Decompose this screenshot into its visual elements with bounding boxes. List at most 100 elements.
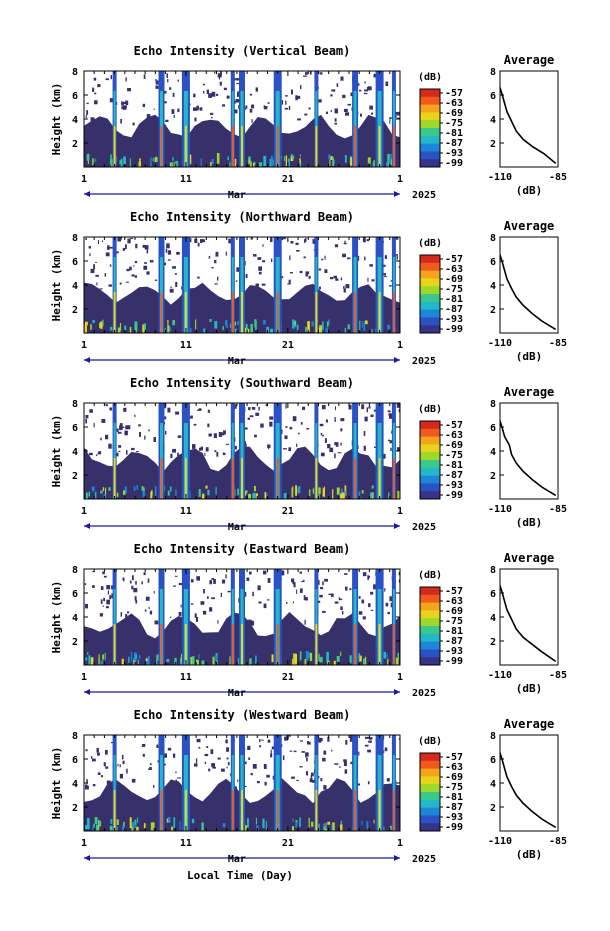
plume-core <box>241 292 243 333</box>
echo-speck <box>200 446 203 451</box>
echo-speck <box>270 237 273 243</box>
echo-speck <box>103 762 106 767</box>
low-layer-echo <box>167 817 171 822</box>
low-layer-echo <box>234 328 237 333</box>
echo-speck <box>101 119 104 123</box>
echo-speck <box>225 443 229 445</box>
colorbar-tick-label: -63 <box>445 596 463 607</box>
y-tick-label: 4 <box>72 115 78 126</box>
low-layer-echo <box>397 491 400 499</box>
echo-speck <box>312 780 316 783</box>
echo-speck <box>163 753 167 758</box>
average-plot-area <box>500 583 557 663</box>
colorbar-tick-label: -93 <box>445 148 463 159</box>
echo-speck <box>398 579 400 583</box>
echo-speck <box>194 613 197 618</box>
echo-speck <box>293 583 296 588</box>
low-layer-echo <box>340 488 343 497</box>
echo-speck <box>329 277 334 280</box>
echo-speck <box>109 246 114 249</box>
echo-speck <box>348 404 352 410</box>
colorbar-tick-label: -63 <box>445 264 463 275</box>
low-layer-echo <box>150 822 154 831</box>
colorbar-segment <box>420 143 440 152</box>
echo-speck <box>369 737 373 740</box>
low-layer-echo <box>94 491 97 499</box>
echo-speck <box>166 73 168 78</box>
date-axis-arrow-left <box>84 191 90 197</box>
plume-core <box>231 292 234 333</box>
echo-speck <box>308 275 311 279</box>
colorbar-segment <box>420 633 440 643</box>
low-layer-echo <box>332 489 334 499</box>
echo-speck <box>396 117 400 120</box>
echo-speck <box>371 112 373 115</box>
echo-speck <box>267 102 270 104</box>
echo-speck <box>139 432 141 437</box>
y-tick-label: 8 <box>72 565 78 576</box>
echo-speck <box>370 414 374 417</box>
echo-speck <box>165 119 169 122</box>
echo-speck <box>218 75 220 80</box>
date-axis-arrow-left <box>84 357 90 363</box>
echo-speck <box>92 585 95 588</box>
y-tick-label: 4 <box>72 613 78 624</box>
x-tick-label: 21 <box>282 174 294 185</box>
echo-speck <box>133 588 138 593</box>
low-layer-echo <box>364 320 368 325</box>
plume-core <box>378 624 381 665</box>
echo-speck <box>334 763 339 765</box>
avg-x-tick-label: -110 <box>488 836 512 847</box>
echo-speck <box>290 241 294 244</box>
colorbar-tick-label: -99 <box>445 656 463 667</box>
echo-speck <box>337 452 342 454</box>
echo-speck <box>364 81 366 84</box>
echo-speck <box>192 444 196 449</box>
low-layer-echo <box>139 654 141 659</box>
echo-speck <box>154 279 158 281</box>
echo-speck <box>358 596 361 599</box>
low-layer-echo <box>134 321 138 331</box>
colorbar-segment <box>420 444 440 453</box>
echo-speck <box>251 119 253 123</box>
low-layer-echo <box>331 824 334 831</box>
low-layer-echo <box>237 321 239 325</box>
echo-speck <box>200 601 205 605</box>
echo-speck <box>320 587 324 590</box>
low-layer-echo <box>318 494 320 499</box>
echo-speck <box>297 95 301 99</box>
echo-speck <box>100 599 103 605</box>
colorbar-segment <box>420 594 440 604</box>
colorbar-unit: (dB) <box>418 404 442 415</box>
year-label: 2025 <box>412 356 436 367</box>
echo-speck <box>119 425 123 431</box>
average-profile-line <box>500 418 557 497</box>
echo-speck <box>298 432 300 435</box>
plume-core <box>160 458 163 499</box>
echo-speck <box>142 244 146 248</box>
echo-speck <box>343 759 347 762</box>
echo-speck <box>96 282 98 286</box>
echo-speck <box>226 95 230 99</box>
echo-speck <box>287 283 291 285</box>
echo-speck <box>261 739 264 741</box>
low-layer-echo <box>109 825 113 831</box>
echo-speck <box>85 415 89 419</box>
echo-speck <box>190 603 194 605</box>
avg-x-tick-label: -85 <box>549 172 567 183</box>
low-layer-echo <box>188 328 192 333</box>
echo-speck <box>175 411 180 415</box>
echo-speck <box>90 117 95 122</box>
echo-speck <box>339 598 343 601</box>
x-tick-label: 1 <box>81 174 87 185</box>
echo-speck <box>167 259 171 261</box>
low-layer-echo <box>85 657 88 661</box>
echo-speck <box>116 428 119 432</box>
echo-speck <box>310 775 313 780</box>
plume-core <box>378 292 381 333</box>
plume-core <box>184 624 187 665</box>
low-layer-echo <box>88 655 91 665</box>
echo-speck <box>310 286 314 288</box>
echo-speck <box>255 412 260 416</box>
low-layer-echo <box>171 826 173 831</box>
